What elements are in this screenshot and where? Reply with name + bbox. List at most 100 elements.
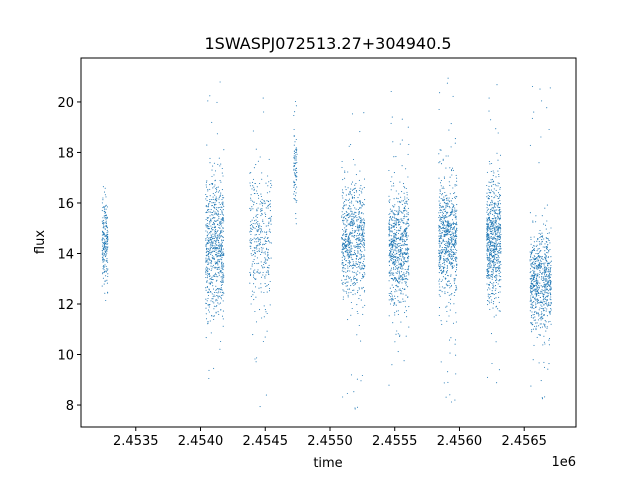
data-point xyxy=(441,187,443,189)
data-point xyxy=(213,216,215,218)
data-point xyxy=(448,197,450,199)
data-point xyxy=(488,160,490,163)
data-point xyxy=(260,193,262,195)
data-point xyxy=(394,314,396,316)
data-point xyxy=(254,358,256,360)
data-point xyxy=(541,263,543,265)
data-point xyxy=(544,320,546,322)
data-point xyxy=(449,228,451,230)
data-point xyxy=(347,249,349,252)
data-point xyxy=(349,261,351,263)
data-point xyxy=(263,200,265,202)
data-point xyxy=(446,320,448,322)
data-point xyxy=(549,298,551,300)
data-point xyxy=(217,236,219,238)
data-point xyxy=(357,225,359,227)
data-point xyxy=(359,232,361,234)
data-point xyxy=(261,213,263,215)
data-point xyxy=(540,319,542,321)
data-point xyxy=(220,235,222,237)
data-point xyxy=(361,251,363,253)
data-point xyxy=(446,194,448,196)
data-point xyxy=(451,240,453,242)
data-point xyxy=(261,317,263,319)
data-point xyxy=(448,129,450,131)
data-point xyxy=(355,274,358,276)
data-point xyxy=(550,309,552,311)
data-point xyxy=(207,248,210,250)
data-point xyxy=(487,259,489,261)
data-point xyxy=(209,275,211,277)
data-point xyxy=(399,210,401,212)
data-point xyxy=(545,279,547,281)
data-point xyxy=(439,256,441,258)
data-point xyxy=(394,204,396,206)
data-point xyxy=(362,234,364,236)
data-point xyxy=(267,207,269,209)
data-point xyxy=(210,265,212,267)
data-point xyxy=(250,194,252,196)
data-point xyxy=(407,272,409,274)
data-point xyxy=(222,222,224,224)
data-point xyxy=(403,279,405,281)
data-point xyxy=(363,264,365,266)
x-axis-label: time xyxy=(313,456,342,471)
data-point xyxy=(260,225,262,228)
data-point xyxy=(254,255,256,257)
data-point xyxy=(397,210,399,212)
data-point xyxy=(500,211,502,213)
data-point xyxy=(264,251,266,253)
data-point xyxy=(399,236,401,238)
data-point xyxy=(221,167,223,170)
data-point xyxy=(252,250,254,252)
data-point xyxy=(212,237,214,240)
data-point xyxy=(356,191,358,193)
data-point xyxy=(265,207,267,209)
data-point xyxy=(491,290,493,292)
data-point xyxy=(207,321,209,323)
data-point xyxy=(294,168,296,170)
data-point xyxy=(293,193,295,195)
data-point xyxy=(453,232,455,234)
data-point xyxy=(293,134,295,137)
data-point xyxy=(404,216,406,218)
data-point xyxy=(265,242,267,244)
data-point xyxy=(208,241,210,243)
data-point xyxy=(537,260,539,262)
data-point xyxy=(392,182,395,184)
data-point xyxy=(218,242,220,244)
data-point xyxy=(449,261,451,263)
data-point xyxy=(545,275,547,277)
data-point xyxy=(220,243,223,245)
data-point xyxy=(205,268,207,270)
data-point xyxy=(357,237,359,239)
data-point xyxy=(446,272,448,274)
data-point xyxy=(540,278,542,280)
data-point xyxy=(212,241,214,243)
data-point xyxy=(295,147,297,149)
data-point xyxy=(266,240,268,243)
data-point xyxy=(392,246,394,248)
data-point xyxy=(499,267,501,269)
data-point xyxy=(207,250,209,253)
data-point xyxy=(496,246,498,248)
data-point xyxy=(222,269,224,271)
data-point xyxy=(388,227,390,229)
data-point xyxy=(451,236,453,238)
data-point xyxy=(256,229,258,231)
data-point xyxy=(103,222,105,225)
data-point xyxy=(106,218,108,220)
data-point xyxy=(359,266,361,268)
data-point xyxy=(391,299,394,301)
data-point xyxy=(447,291,449,293)
data-point xyxy=(205,287,207,289)
data-point xyxy=(393,240,395,242)
data-point xyxy=(362,201,364,204)
data-point xyxy=(452,254,454,256)
data-point xyxy=(547,305,549,307)
data-point xyxy=(207,228,209,230)
data-point xyxy=(249,182,251,184)
data-point xyxy=(532,257,534,259)
data-point xyxy=(454,291,456,293)
data-point xyxy=(389,212,391,214)
